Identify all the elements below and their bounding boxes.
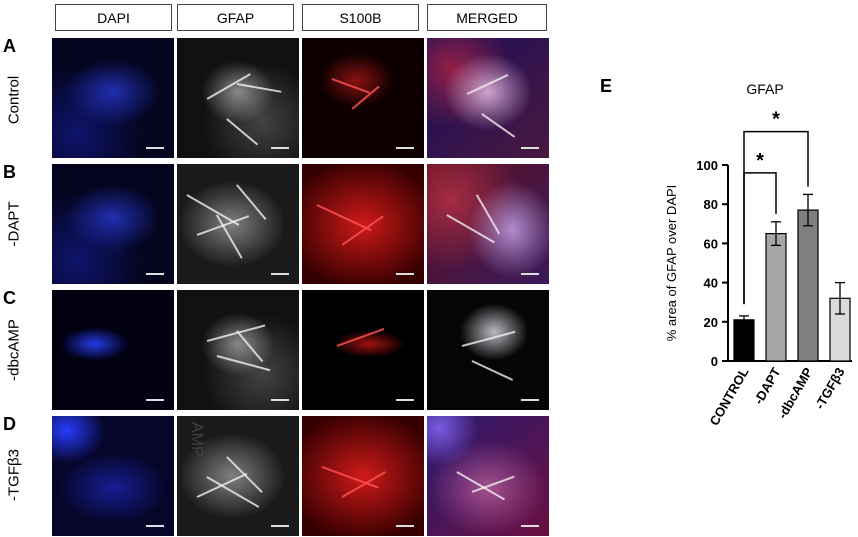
merged-fiber [481, 113, 516, 138]
panel-letter-e: E [600, 76, 613, 96]
scale-bar [521, 525, 539, 527]
y-tick-label: 60 [704, 236, 718, 251]
col-header-dapi: DAPI [55, 4, 172, 31]
scale-bar [271, 399, 289, 401]
tile-overlay-text: AMP [188, 422, 205, 457]
row-letter-b: B [3, 162, 16, 182]
bar-2 [797, 209, 819, 362]
scale-bar [271, 525, 289, 527]
gfap-fiber [216, 355, 271, 371]
micrograph-merged-control [427, 38, 549, 158]
micrograph-gfap-dbcamp [177, 290, 299, 410]
significance-star: * [756, 150, 764, 172]
micrograph-dapi-control [52, 38, 174, 158]
scale-bar [146, 525, 164, 527]
s100b-fiber [336, 327, 385, 347]
y-tick-label: 40 [704, 276, 718, 291]
x-tick-label: -DAPT [751, 365, 784, 407]
micrograph-merged-dapt [427, 164, 549, 284]
micrograph-dapi-tgfb3 [52, 416, 174, 536]
micrograph-gfap-tgfb3: AMP [177, 416, 299, 536]
bar-1 [765, 233, 787, 362]
gfap-fiber [236, 330, 264, 362]
gfap-fiber [206, 324, 266, 342]
micrograph-dapi-dbcamp [52, 290, 174, 410]
y-tick-label: 80 [704, 197, 718, 212]
bar-0 [733, 319, 755, 362]
merged-fiber [476, 194, 501, 235]
row-label-tgfb3: -TGFβ3 [5, 449, 23, 501]
s100b-fiber [331, 78, 370, 94]
scale-bar [146, 273, 164, 275]
col-header-s100b: S100B [302, 4, 419, 31]
row-label-dapt: -DAPT [5, 201, 23, 247]
col-header-merged: MERGED [427, 4, 547, 31]
scale-bar [521, 273, 539, 275]
col-header-gfap: GFAP [177, 4, 294, 31]
merged-fiber [446, 214, 496, 243]
micrograph-s100b-dapt [302, 164, 424, 284]
gfap-fiber [226, 118, 259, 146]
scale-bar [521, 399, 539, 401]
scale-bar [146, 147, 164, 149]
chart-title: GFAP [746, 81, 783, 97]
scale-bar [396, 273, 414, 275]
significance-bracket [743, 130, 809, 305]
row-letter-c: C [3, 288, 16, 308]
scale-bar [271, 147, 289, 149]
merged-fiber [456, 471, 506, 500]
scale-bar [396, 147, 414, 149]
gfap-fiber [206, 73, 251, 100]
micrograph-merged-tgfb3 [427, 416, 549, 536]
scale-bar [146, 399, 164, 401]
x-tick-label: CONTROL [706, 365, 751, 428]
scale-bar [271, 273, 289, 275]
row-letter-d: D [3, 414, 16, 434]
micrograph-s100b-tgfb3 [302, 416, 424, 536]
scale-bar [396, 399, 414, 401]
micrograph-merged-dbcamp [427, 290, 549, 410]
scale-bar [521, 147, 539, 149]
y-tick-label: 0 [711, 354, 718, 369]
micrograph-s100b-control [302, 38, 424, 158]
row-label-dbcamp: -dbcAMP [5, 319, 23, 381]
merged-fiber [466, 74, 509, 95]
micrograph-gfap-control [177, 38, 299, 158]
micrograph-gfap-dapt [177, 164, 299, 284]
x-tick-label: -TGFβ3 [812, 365, 848, 412]
significance-star: * [772, 109, 780, 131]
scale-bar [396, 525, 414, 527]
gfap-fiber [236, 83, 282, 93]
s100b-fiber [321, 466, 379, 488]
y-axis-label: % area of GFAP over DAPI [664, 185, 679, 342]
row-letter-a: A [3, 36, 16, 56]
merged-fiber [471, 360, 514, 381]
gfap-fiber [226, 456, 263, 493]
merged-fiber [461, 330, 516, 347]
y-tick-label: 20 [704, 315, 718, 330]
gfap-fiber [236, 184, 267, 220]
gfap-bar-chart: GFAP 0 20 40 60 80 100 % area of GFAP over DAPI… [664, 81, 852, 428]
micrograph-dapi-dapt [52, 164, 174, 284]
y-tick-label: 100 [696, 158, 718, 173]
micrograph-s100b-dbcamp [302, 290, 424, 410]
row-label-control: Control [5, 75, 23, 125]
s100b-fiber [316, 204, 372, 231]
